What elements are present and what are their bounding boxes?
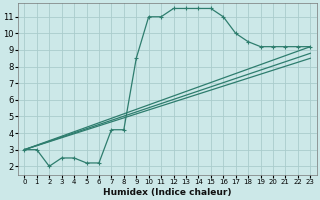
- X-axis label: Humidex (Indice chaleur): Humidex (Indice chaleur): [103, 188, 232, 197]
